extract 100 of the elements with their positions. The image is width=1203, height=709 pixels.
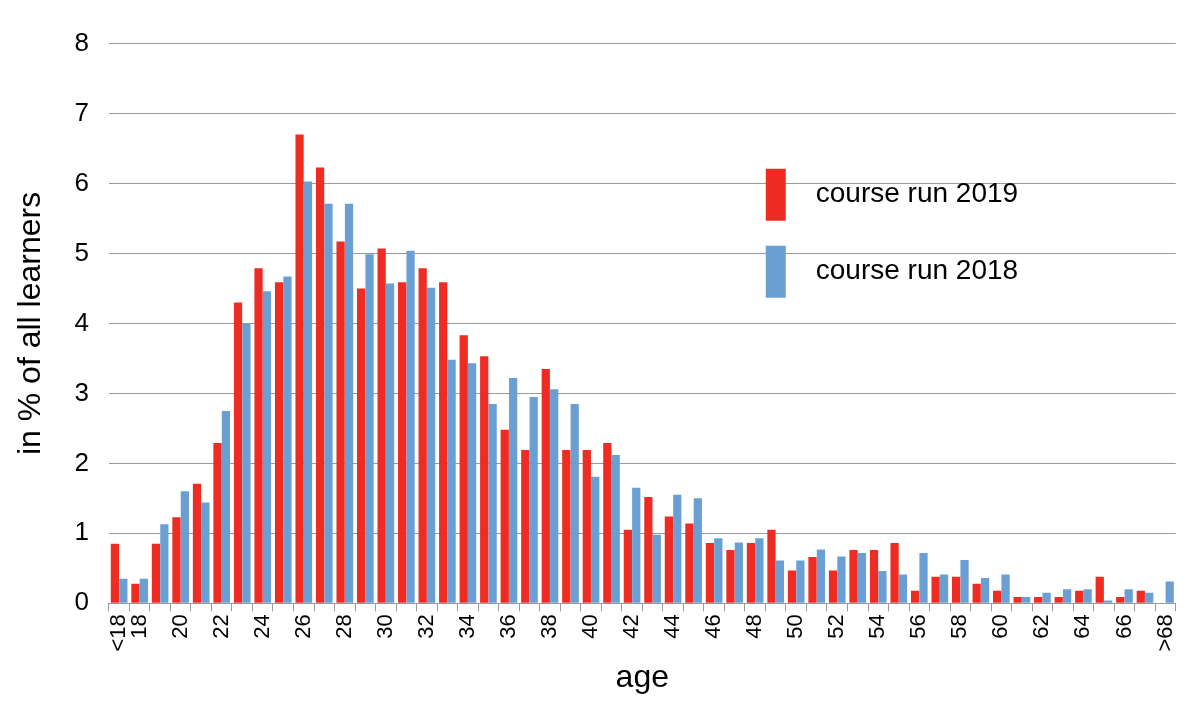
x-tick-label: 40 xyxy=(577,614,603,639)
bar xyxy=(931,576,940,603)
x-tick-label: 56 xyxy=(905,614,931,639)
bar xyxy=(480,356,489,603)
bar xyxy=(993,590,1002,603)
x-tick-label: 66 xyxy=(1110,614,1136,639)
bar xyxy=(775,560,784,603)
bar xyxy=(459,335,468,603)
bar xyxy=(1145,592,1154,603)
bar xyxy=(816,549,826,603)
bar xyxy=(664,516,673,603)
bar xyxy=(726,550,735,603)
bar xyxy=(1001,574,1010,603)
x-tick-label: 54 xyxy=(864,614,890,639)
bar xyxy=(767,529,776,603)
bar xyxy=(315,167,325,603)
bar xyxy=(603,443,612,603)
y-tick-label: 6 xyxy=(74,166,89,197)
bar xyxy=(500,429,509,603)
bar xyxy=(1013,596,1022,603)
bar xyxy=(160,524,169,603)
bar xyxy=(385,283,395,603)
y-tick-label: 8 xyxy=(74,26,89,57)
bar xyxy=(110,543,120,603)
bar xyxy=(439,282,448,603)
x-tick-label: 38 xyxy=(536,614,562,639)
x-tick-label: 32 xyxy=(412,614,438,639)
bar xyxy=(303,181,313,603)
bar xyxy=(1095,576,1104,603)
bar xyxy=(529,396,538,603)
x-tick-label: 62 xyxy=(1028,614,1054,639)
bar xyxy=(570,403,579,603)
x-tick-label: >68 xyxy=(1151,614,1177,652)
bar xyxy=(233,302,243,603)
bar xyxy=(295,134,304,603)
bar xyxy=(418,268,427,603)
bar xyxy=(119,578,128,603)
bar xyxy=(201,502,210,603)
bar xyxy=(693,498,702,603)
x-tick-label: 28 xyxy=(330,614,356,639)
bar xyxy=(705,543,715,603)
y-tick-label: 5 xyxy=(74,236,89,267)
x-tick-label: 26 xyxy=(289,614,315,639)
bar xyxy=(139,578,148,603)
bar xyxy=(898,574,908,603)
bar xyxy=(213,443,222,603)
x-tick-label: 22 xyxy=(207,614,233,639)
bar xyxy=(357,288,366,603)
bar xyxy=(1075,590,1084,603)
bar xyxy=(890,543,899,603)
bar xyxy=(488,403,497,603)
bar xyxy=(447,359,456,603)
bar xyxy=(980,578,990,603)
bar xyxy=(1124,589,1133,603)
x-tick-label: 50 xyxy=(782,614,808,639)
bar xyxy=(1116,596,1125,603)
bar xyxy=(406,250,415,603)
x-tick-label: 34 xyxy=(453,614,479,639)
bar xyxy=(172,517,181,603)
legend-label: course run 2019 xyxy=(815,177,1019,209)
bar xyxy=(221,410,231,603)
bar xyxy=(685,523,694,603)
y-tick-label: 0 xyxy=(74,586,89,617)
y-axis-title: in % of all learners xyxy=(11,191,48,456)
bar xyxy=(151,543,161,603)
bar xyxy=(192,483,202,603)
bar xyxy=(714,538,723,603)
bar xyxy=(377,248,386,603)
bar xyxy=(468,363,477,603)
bar xyxy=(365,254,374,603)
x-tick-label: 42 xyxy=(618,614,644,639)
x-tick-label: 36 xyxy=(495,614,521,639)
bar xyxy=(939,574,949,603)
bar xyxy=(632,487,641,603)
x-tick-label: 30 xyxy=(371,614,397,639)
bar xyxy=(336,241,345,603)
bar xyxy=(611,454,620,603)
x-tick-label: 58 xyxy=(946,614,972,639)
bar xyxy=(262,291,272,603)
legend-label: course run 2018 xyxy=(815,254,1019,286)
bar xyxy=(1021,596,1031,603)
bar xyxy=(541,368,550,603)
bar xyxy=(1136,590,1145,603)
bar xyxy=(426,287,436,603)
bar xyxy=(1054,596,1063,603)
bar xyxy=(808,557,817,603)
bar xyxy=(1042,592,1051,603)
bar xyxy=(734,542,743,603)
bar xyxy=(787,570,797,603)
bar xyxy=(623,529,632,603)
bar xyxy=(755,538,764,603)
bar xyxy=(673,494,682,603)
x-tick-label: 60 xyxy=(987,614,1013,639)
bar xyxy=(324,203,333,603)
bar xyxy=(837,556,846,603)
bar xyxy=(274,282,284,603)
x-tick-label: 48 xyxy=(741,614,767,639)
bar xyxy=(857,552,867,603)
bar xyxy=(869,550,879,603)
y-tick-label: 2 xyxy=(74,446,89,477)
